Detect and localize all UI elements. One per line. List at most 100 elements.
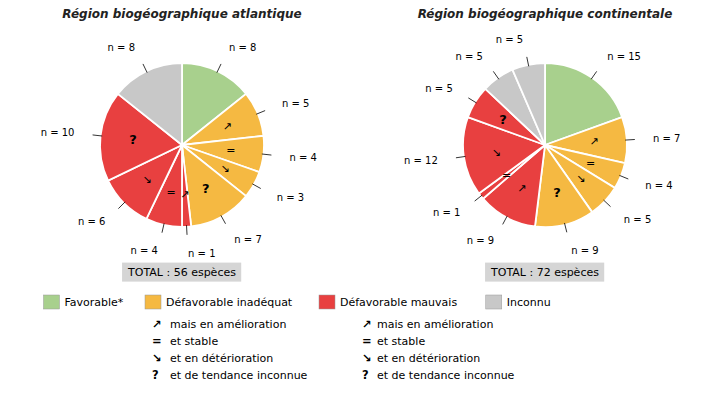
total-annotation: TOTAL : 56 espèces (127, 266, 236, 279)
pie-slice (182, 145, 191, 227)
legend-trend-symbol: ↘ (152, 351, 162, 365)
label-leader (564, 223, 566, 232)
legend-trend-symbol: ↘ (362, 351, 372, 365)
data-label: n = 5 (425, 83, 452, 94)
total-box (122, 263, 241, 282)
label-leader (143, 64, 147, 73)
label-leader (186, 225, 188, 235)
slice-symbol: ? (553, 185, 561, 200)
slices (100, 63, 264, 227)
label-leader (93, 135, 103, 136)
label-leader (493, 71, 499, 79)
legend-label: Favorable* (65, 296, 124, 309)
legend-trend-symbol: ↗ (152, 317, 162, 331)
slice-symbol: ? (499, 112, 507, 127)
data-label: n = 10 (41, 127, 75, 138)
data-label: n = 4 (130, 245, 157, 256)
slice-symbol: ↗ (180, 188, 189, 201)
legend: Favorable* Défavorable inadéquat Défavorab… (44, 295, 551, 382)
legend-trend-symbol: ? (362, 368, 369, 382)
slice-symbol: ↗ (223, 120, 232, 133)
label-leader (262, 154, 272, 155)
pie-slice (182, 145, 246, 226)
data-label: n = 8 (108, 42, 135, 53)
legend-trend-symbol: ↗ (362, 317, 372, 331)
label-leader (456, 156, 466, 157)
label-leader (619, 175, 628, 179)
pie-slice (118, 63, 182, 145)
legend-label: Défavorable inadéquat (166, 296, 293, 309)
labels: n = 15 ↗ n = 7 = n = 4 ↘ n = 5? n = 9 ↗ n = 9 = n =… (404, 34, 680, 256)
slice-symbol: ? (202, 181, 210, 196)
label-leader (591, 71, 597, 79)
legend-label: Inconnu (507, 296, 551, 309)
total-annotation: TOTAL : 72 espèces (490, 266, 599, 279)
legend-swatch (44, 295, 60, 309)
data-label: n = 1 (433, 207, 460, 218)
label-leader (256, 111, 265, 115)
pie-slice (512, 63, 545, 145)
total-box (485, 263, 604, 282)
chart-title: Région biogéographique atlantique (62, 7, 301, 21)
label-leader (475, 195, 483, 201)
data-label: n = 12 (404, 155, 438, 166)
slice-symbol: = (166, 186, 175, 199)
data-label: n = 4 (290, 152, 317, 163)
legend-trend-label: et stable (170, 335, 218, 348)
data-label: n = 9 (571, 245, 598, 256)
label-leader (118, 202, 125, 209)
data-label: n = 8 (229, 42, 256, 53)
label-leader (252, 184, 260, 189)
legend-trend-label: et en détérioration (377, 352, 480, 365)
data-label: n = 7 (653, 133, 680, 144)
data-label: n = 5 (496, 34, 523, 45)
legend-trend-label: et de tendance inconnue (377, 369, 515, 382)
data-label: n = 9 (467, 235, 494, 246)
legend-trend-label: et stable (377, 335, 425, 348)
data-label: n = 5 (455, 51, 482, 62)
slices (463, 63, 627, 227)
slice-symbol: ↘ (220, 162, 229, 175)
data-label: n = 15 (607, 51, 641, 62)
data-label: n = 5 (282, 98, 309, 109)
label-leader (503, 216, 508, 224)
label-leader (604, 200, 611, 207)
data-label: n = 4 (645, 180, 672, 191)
chart-root: Région biogéographique atlantiquen = 8↗n… (0, 0, 725, 400)
legend-trend-label: mais en amélioration (377, 318, 493, 331)
legend-trend-symbol: = (152, 334, 162, 348)
slice-symbol: ↘ (576, 172, 585, 185)
legend-trend-symbol: ? (152, 368, 159, 382)
slice-symbol: = (226, 144, 235, 157)
legend-trend-label: et en détérioration (170, 352, 273, 365)
slice-symbol: ↘ (143, 173, 152, 186)
legend-trend-label: mais en amélioration (170, 318, 286, 331)
chart-title: Région biogéographique continentale (418, 7, 673, 21)
slice-symbol: ? (129, 132, 137, 147)
slice-symbol: ↗ (589, 135, 598, 148)
label-leader (527, 57, 529, 66)
data-label: n = 1 (188, 248, 215, 259)
label-leader (217, 64, 221, 73)
legend-trend-label: et de tendance inconnue (170, 369, 308, 382)
legend-label: Défavorable mauvais (340, 296, 457, 309)
data-label: n = 3 (277, 192, 304, 203)
label-leader (468, 98, 476, 103)
slice-symbol: = (502, 169, 511, 182)
slice-symbol: ↘ (492, 146, 501, 159)
data-label: n = 5 (624, 214, 651, 225)
legend-trend-symbol: = (362, 334, 372, 348)
labels: n = 8 ↗ n = 5 = n = 4 ↘ n = 3? n = 7 ↗ n = 1 = n = … (41, 42, 317, 259)
pie-chart: Région biogéographique continentale n = 1… (404, 7, 680, 282)
data-label: n = 7 (234, 234, 261, 245)
data-label: n = 6 (78, 216, 105, 227)
legend-swatch (486, 295, 502, 309)
slice-symbol: = (586, 157, 595, 170)
label-leader (625, 139, 635, 141)
label-leader (221, 215, 226, 223)
legend-swatch (319, 295, 335, 309)
legend-swatch (145, 295, 161, 309)
label-leader (162, 223, 164, 232)
slice-symbol: ↗ (517, 182, 526, 195)
pie-chart: Région biogéographique atlantiquen = 8↗n… (41, 7, 317, 282)
